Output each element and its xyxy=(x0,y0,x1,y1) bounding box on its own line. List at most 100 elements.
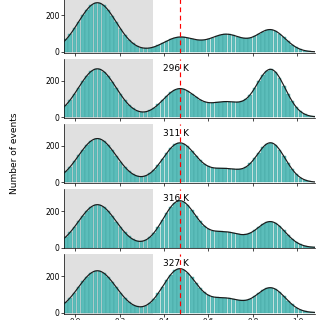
Bar xyxy=(232,299,236,313)
Text: Number of events: Number of events xyxy=(10,113,19,194)
Bar xyxy=(203,226,206,247)
Bar xyxy=(85,10,89,52)
Bar xyxy=(64,302,68,313)
Bar xyxy=(236,36,240,52)
Bar xyxy=(115,22,118,52)
Bar xyxy=(269,143,273,182)
Bar xyxy=(290,169,294,182)
Bar xyxy=(156,165,160,182)
Bar xyxy=(269,288,273,313)
Bar xyxy=(223,168,227,182)
Bar xyxy=(248,164,252,182)
Bar xyxy=(286,300,290,313)
Bar xyxy=(89,273,93,313)
Bar xyxy=(219,231,223,247)
Bar xyxy=(152,170,156,182)
Bar xyxy=(282,85,286,117)
Bar xyxy=(144,176,148,182)
Bar xyxy=(115,88,118,117)
Bar xyxy=(152,299,156,313)
Bar xyxy=(307,51,311,52)
Bar xyxy=(140,48,143,52)
Bar xyxy=(98,139,101,182)
Bar xyxy=(290,101,294,117)
Bar xyxy=(115,287,118,313)
Bar xyxy=(177,143,181,182)
Bar xyxy=(307,181,311,182)
Bar xyxy=(248,299,252,313)
Bar xyxy=(68,100,72,117)
Bar xyxy=(140,177,143,182)
Bar xyxy=(265,30,269,52)
Bar xyxy=(274,31,277,52)
Bar xyxy=(64,105,68,117)
Bar xyxy=(135,241,139,247)
Bar xyxy=(186,91,189,117)
Text: 311 K: 311 K xyxy=(163,129,189,138)
Bar xyxy=(269,69,273,117)
Bar xyxy=(156,293,160,313)
Bar xyxy=(68,232,72,247)
Bar xyxy=(299,178,302,182)
Bar xyxy=(261,32,265,52)
Bar xyxy=(207,166,210,182)
Bar xyxy=(64,124,153,183)
Bar xyxy=(148,303,152,313)
Bar xyxy=(102,207,106,247)
Bar xyxy=(198,221,202,247)
Bar xyxy=(119,227,122,247)
Bar xyxy=(144,306,148,313)
Bar xyxy=(278,150,282,182)
Bar xyxy=(148,237,152,247)
Bar xyxy=(198,100,202,117)
Bar xyxy=(98,3,101,52)
Bar xyxy=(68,34,72,52)
Bar xyxy=(294,174,298,182)
Bar xyxy=(181,269,185,313)
Text: 327 K: 327 K xyxy=(163,259,189,268)
Bar xyxy=(85,145,89,182)
Bar xyxy=(265,144,269,182)
Bar xyxy=(169,92,172,117)
Bar xyxy=(186,273,189,313)
Bar xyxy=(131,108,135,117)
Bar xyxy=(190,210,194,247)
Bar xyxy=(257,293,260,313)
Bar xyxy=(190,39,194,52)
Bar xyxy=(73,292,76,313)
Bar xyxy=(156,45,160,52)
Bar xyxy=(165,96,168,117)
Bar xyxy=(64,59,153,118)
Bar xyxy=(248,38,252,52)
Bar xyxy=(236,102,240,117)
Bar xyxy=(207,229,210,247)
Bar xyxy=(131,305,135,313)
Bar xyxy=(102,141,106,182)
Bar xyxy=(115,156,118,182)
Bar xyxy=(257,34,260,52)
Bar xyxy=(207,103,210,117)
Bar xyxy=(127,236,131,247)
Bar xyxy=(77,287,81,313)
Bar xyxy=(173,38,177,52)
Bar xyxy=(215,36,219,52)
Bar xyxy=(102,5,106,52)
Bar xyxy=(228,102,231,117)
Bar xyxy=(198,288,202,313)
Bar xyxy=(228,232,231,247)
Bar xyxy=(131,239,135,247)
Bar xyxy=(135,176,139,182)
Bar xyxy=(278,34,282,52)
Bar xyxy=(98,205,101,247)
Bar xyxy=(89,141,93,182)
Bar xyxy=(211,103,214,117)
Bar xyxy=(98,271,101,313)
Bar xyxy=(269,222,273,247)
Bar xyxy=(261,224,265,247)
Bar xyxy=(140,307,143,313)
Bar xyxy=(240,38,244,52)
Bar xyxy=(73,161,76,182)
Bar xyxy=(169,148,172,182)
Bar xyxy=(223,101,227,117)
Bar xyxy=(127,40,131,52)
